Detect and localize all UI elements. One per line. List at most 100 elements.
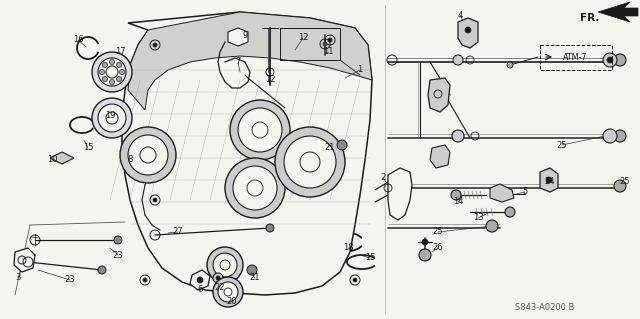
Text: 11: 11 xyxy=(323,48,333,56)
Circle shape xyxy=(216,276,220,280)
Text: 10: 10 xyxy=(47,155,57,165)
Circle shape xyxy=(284,136,336,188)
Polygon shape xyxy=(598,2,638,22)
Text: 1: 1 xyxy=(357,65,363,75)
Circle shape xyxy=(114,236,122,244)
Circle shape xyxy=(218,282,238,302)
Text: 6: 6 xyxy=(197,286,203,294)
Text: 15: 15 xyxy=(83,144,93,152)
Circle shape xyxy=(238,108,282,152)
Text: 9: 9 xyxy=(243,31,248,40)
Text: 25: 25 xyxy=(557,140,567,150)
Circle shape xyxy=(116,63,122,67)
Text: 22: 22 xyxy=(215,284,225,293)
Polygon shape xyxy=(128,12,372,110)
Circle shape xyxy=(197,277,203,283)
Text: 12: 12 xyxy=(298,33,308,42)
Circle shape xyxy=(109,79,115,85)
Polygon shape xyxy=(50,152,74,164)
Circle shape xyxy=(247,265,257,275)
Text: ATM-7: ATM-7 xyxy=(563,53,588,62)
Circle shape xyxy=(337,140,347,150)
Circle shape xyxy=(143,278,147,282)
Text: 19: 19 xyxy=(105,110,115,120)
Circle shape xyxy=(465,27,471,33)
Circle shape xyxy=(230,100,290,160)
Polygon shape xyxy=(428,78,450,112)
Polygon shape xyxy=(190,270,210,290)
Text: 8: 8 xyxy=(127,155,132,165)
Circle shape xyxy=(92,52,132,92)
Text: 12: 12 xyxy=(265,76,275,85)
Text: 25: 25 xyxy=(433,227,444,236)
Circle shape xyxy=(328,38,332,42)
Polygon shape xyxy=(228,28,248,46)
Text: 13: 13 xyxy=(473,213,483,222)
Circle shape xyxy=(120,127,176,183)
Text: 5: 5 xyxy=(522,188,527,197)
Text: 17: 17 xyxy=(115,48,125,56)
Circle shape xyxy=(486,220,498,232)
Circle shape xyxy=(92,98,132,138)
Text: S843-A0200 B: S843-A0200 B xyxy=(515,303,575,313)
Text: 3: 3 xyxy=(15,273,20,283)
Text: 2: 2 xyxy=(380,174,386,182)
Polygon shape xyxy=(122,12,372,295)
Circle shape xyxy=(419,249,431,261)
Circle shape xyxy=(353,278,357,282)
Text: 15: 15 xyxy=(365,254,375,263)
Circle shape xyxy=(225,158,285,218)
Circle shape xyxy=(507,62,513,68)
Text: 23: 23 xyxy=(113,250,124,259)
Polygon shape xyxy=(430,145,450,168)
Text: 26: 26 xyxy=(433,243,444,253)
Text: 23: 23 xyxy=(65,276,76,285)
Circle shape xyxy=(607,57,613,63)
Circle shape xyxy=(546,177,552,183)
Circle shape xyxy=(153,43,157,47)
Circle shape xyxy=(213,253,237,277)
Text: 25: 25 xyxy=(620,177,630,187)
Polygon shape xyxy=(540,168,558,192)
Polygon shape xyxy=(14,248,35,272)
Circle shape xyxy=(109,60,115,64)
Circle shape xyxy=(422,239,428,245)
Circle shape xyxy=(99,70,104,75)
Circle shape xyxy=(452,130,464,142)
Circle shape xyxy=(98,104,126,132)
Circle shape xyxy=(128,135,168,175)
Circle shape xyxy=(323,42,327,46)
Text: 27: 27 xyxy=(173,227,183,236)
Circle shape xyxy=(451,190,461,200)
Polygon shape xyxy=(388,168,412,220)
Text: 21: 21 xyxy=(324,144,335,152)
Circle shape xyxy=(266,224,274,232)
Circle shape xyxy=(98,266,106,274)
Circle shape xyxy=(213,277,243,307)
Circle shape xyxy=(207,247,243,283)
Text: 4: 4 xyxy=(458,11,463,19)
Text: 21: 21 xyxy=(250,273,260,283)
Polygon shape xyxy=(458,18,478,48)
Text: 18: 18 xyxy=(342,243,353,253)
Text: 20: 20 xyxy=(227,298,237,307)
Circle shape xyxy=(614,130,626,142)
Circle shape xyxy=(233,166,277,210)
Text: 7: 7 xyxy=(236,57,241,66)
Text: 24: 24 xyxy=(545,177,556,187)
Circle shape xyxy=(153,198,157,202)
Circle shape xyxy=(614,180,626,192)
Circle shape xyxy=(614,54,626,66)
Polygon shape xyxy=(490,184,514,202)
Circle shape xyxy=(275,127,345,197)
Text: 16: 16 xyxy=(73,35,83,44)
Circle shape xyxy=(213,273,223,283)
Circle shape xyxy=(453,55,463,65)
Circle shape xyxy=(603,53,617,67)
Circle shape xyxy=(116,77,122,82)
Circle shape xyxy=(603,129,617,143)
Text: 14: 14 xyxy=(452,197,463,206)
Text: FR.: FR. xyxy=(580,13,600,23)
Circle shape xyxy=(102,63,108,67)
Circle shape xyxy=(120,70,125,75)
